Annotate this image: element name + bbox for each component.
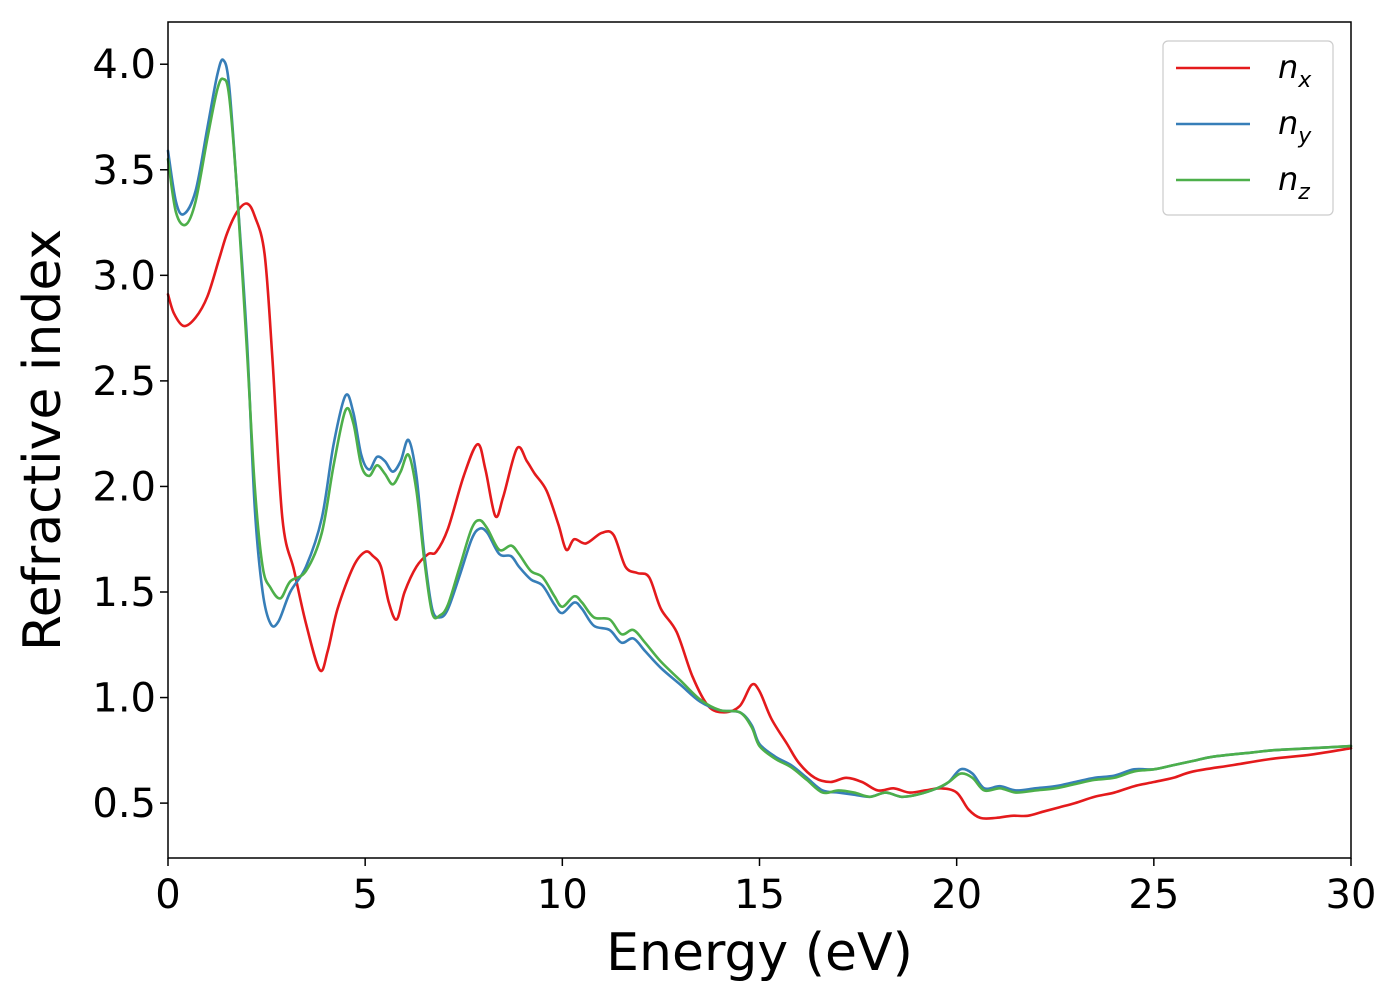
x-tick-label: 25 (1128, 872, 1179, 918)
y-tick-label: 1.0 (92, 676, 156, 722)
x-tick-label: 0 (155, 872, 180, 918)
y-tick-label: 1.5 (92, 570, 156, 616)
legend-label-nx: nx (1278, 48, 1312, 93)
legend: nx ny nz (1162, 40, 1334, 216)
series-layer (166, 58, 1353, 820)
y-tick-label: 3.5 (92, 148, 156, 194)
y-axis-title: Refractive index (13, 229, 73, 651)
y-tick-label: 0.5 (92, 781, 156, 827)
x-axis: 0 5 10 15 20 25 30 (155, 858, 1376, 918)
series-line-nz (166, 77, 1353, 799)
series-line-nx (166, 202, 1353, 820)
x-tick-label: 30 (1326, 872, 1377, 918)
y-tick-label: 3.0 (92, 253, 156, 299)
x-tick-label: 20 (931, 872, 982, 918)
y-tick-label: 2.0 (92, 464, 156, 510)
y-tick-label: 4.0 (92, 42, 156, 88)
series-line-ny (166, 58, 1353, 799)
legend-label-nz: nz (1278, 160, 1310, 205)
y-axis: 0.5 1.0 1.5 2.0 2.5 3.0 3.5 4.0 (92, 42, 168, 827)
y-tick-label: 2.5 (92, 359, 156, 405)
legend-box (1162, 40, 1334, 216)
legend-label-ny: ny (1278, 104, 1312, 149)
x-tick-label: 15 (734, 872, 785, 918)
x-axis-title: Energy (eV) (606, 923, 913, 983)
x-tick-label: 10 (537, 872, 588, 918)
x-tick-label: 5 (352, 872, 377, 918)
